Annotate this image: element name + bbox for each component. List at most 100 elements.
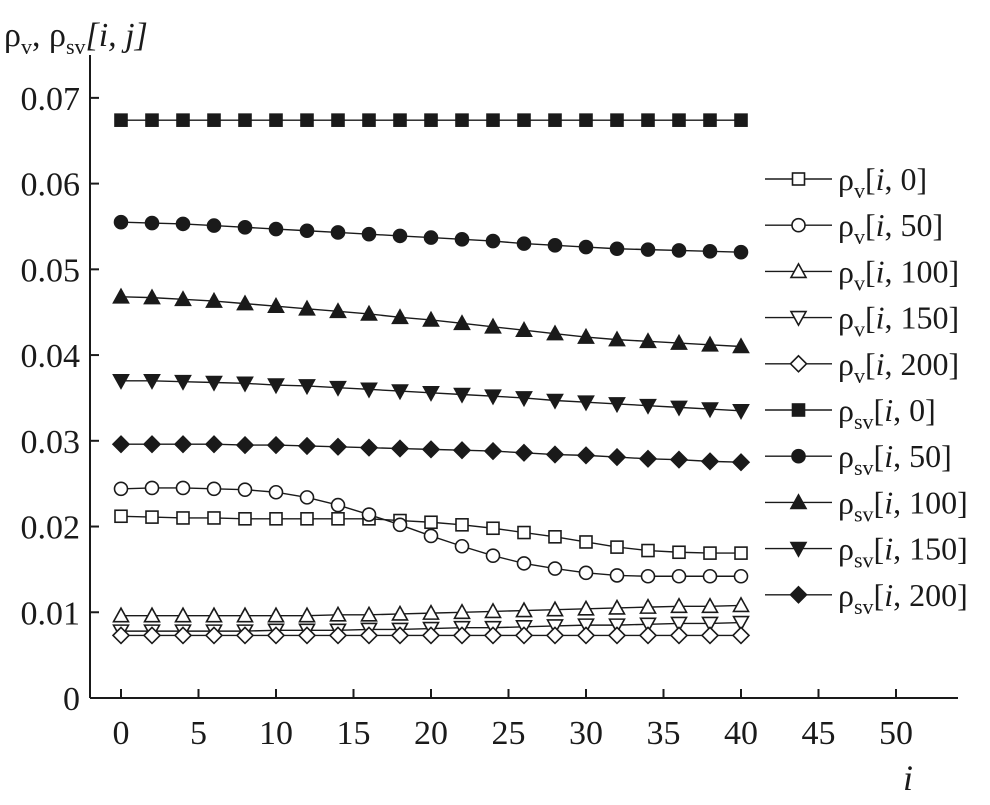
data-point xyxy=(732,337,750,354)
data-point xyxy=(143,373,161,390)
x-tick-label: 20 xyxy=(414,715,448,752)
data-point xyxy=(328,437,348,456)
data-point xyxy=(486,113,500,127)
y-tick-label: 0.03 xyxy=(21,424,81,461)
data-point xyxy=(608,330,626,347)
data-point xyxy=(359,438,379,457)
legend-marker xyxy=(791,448,806,464)
legend-label: ρv[i, 50] xyxy=(838,207,943,249)
data-point xyxy=(578,239,594,255)
data-point xyxy=(484,389,502,406)
x-tick-label: 35 xyxy=(647,715,681,752)
data-point xyxy=(483,626,503,645)
data-point xyxy=(702,568,718,584)
data-point xyxy=(267,378,285,395)
data-point xyxy=(610,113,624,127)
series-sv-0 xyxy=(114,113,748,127)
y-tick-label: 0.06 xyxy=(21,167,81,204)
data-point xyxy=(390,439,410,458)
data-point xyxy=(732,596,750,613)
data-point xyxy=(483,441,503,461)
legend-label: ρsv[i, 100] xyxy=(838,484,968,526)
data-point xyxy=(703,113,717,127)
data-point xyxy=(731,626,751,645)
data-point xyxy=(298,379,316,396)
legend-label: ρv[i, 200] xyxy=(838,346,959,388)
data-point xyxy=(607,447,627,467)
series-sv-150 xyxy=(112,373,750,420)
legend-marker xyxy=(791,172,806,186)
data-point xyxy=(142,626,162,645)
data-point xyxy=(607,626,627,645)
data-point xyxy=(266,626,286,645)
data-point xyxy=(732,615,750,632)
y-tick-label: 0.02 xyxy=(21,510,81,547)
y-axis-title: ρv, ρsv[i, j] xyxy=(4,17,148,59)
data-point xyxy=(640,242,656,257)
data-point xyxy=(733,568,749,584)
data-point xyxy=(391,384,409,401)
data-point xyxy=(269,512,283,526)
data-point xyxy=(112,287,130,304)
data-point xyxy=(329,302,347,319)
x-tick-label: 15 xyxy=(337,715,371,752)
data-point xyxy=(670,597,688,614)
data-point xyxy=(578,565,594,581)
data-point xyxy=(236,606,254,623)
legend-label: ρsv[i, 50] xyxy=(838,438,952,480)
data-point xyxy=(205,606,223,623)
data-point xyxy=(421,440,441,459)
data-point xyxy=(455,113,469,127)
data-point xyxy=(391,604,409,621)
data-point xyxy=(609,241,625,257)
data-point xyxy=(144,215,160,231)
x-tick-label: 50 xyxy=(879,715,913,752)
data-point xyxy=(669,626,689,645)
data-point xyxy=(608,618,626,635)
data-point xyxy=(237,220,253,235)
data-point xyxy=(393,113,407,127)
data-point xyxy=(514,443,534,462)
data-point xyxy=(268,484,284,500)
data-point xyxy=(455,518,469,532)
data-point xyxy=(548,530,562,544)
data-point xyxy=(641,113,655,127)
data-point xyxy=(329,605,347,622)
data-point xyxy=(207,113,221,127)
data-point xyxy=(454,232,470,247)
data-point xyxy=(422,310,440,327)
data-point xyxy=(610,540,624,554)
legend-label: ρv[i, 0] xyxy=(838,161,927,203)
data-point xyxy=(267,606,285,623)
data-point xyxy=(701,616,719,633)
legend-item: ρsv[i, 100] xyxy=(765,484,968,526)
data-point xyxy=(173,435,193,454)
data-point xyxy=(237,482,253,497)
data-point xyxy=(577,599,595,616)
data-point xyxy=(701,597,719,614)
data-point xyxy=(174,374,192,391)
data-point xyxy=(144,480,160,496)
data-point xyxy=(452,626,472,645)
data-point xyxy=(421,626,441,645)
data-point xyxy=(206,218,222,233)
data-point xyxy=(515,321,533,338)
data-point xyxy=(453,603,471,620)
legend-marker xyxy=(789,585,808,604)
legend-item: ρv[i, 150] xyxy=(765,300,959,342)
data-point xyxy=(143,288,161,305)
data-point xyxy=(173,626,193,645)
x-tick-label: 0 xyxy=(113,715,130,752)
data-point xyxy=(206,481,222,497)
data-point xyxy=(547,238,563,253)
data-point xyxy=(641,543,655,558)
data-point xyxy=(734,113,748,127)
data-point xyxy=(424,515,438,530)
data-point xyxy=(331,113,345,127)
y-tick-label: 0.04 xyxy=(21,338,81,375)
data-point xyxy=(639,398,657,415)
data-point xyxy=(330,497,346,513)
legend-marker xyxy=(789,354,808,373)
data-point xyxy=(360,304,378,321)
